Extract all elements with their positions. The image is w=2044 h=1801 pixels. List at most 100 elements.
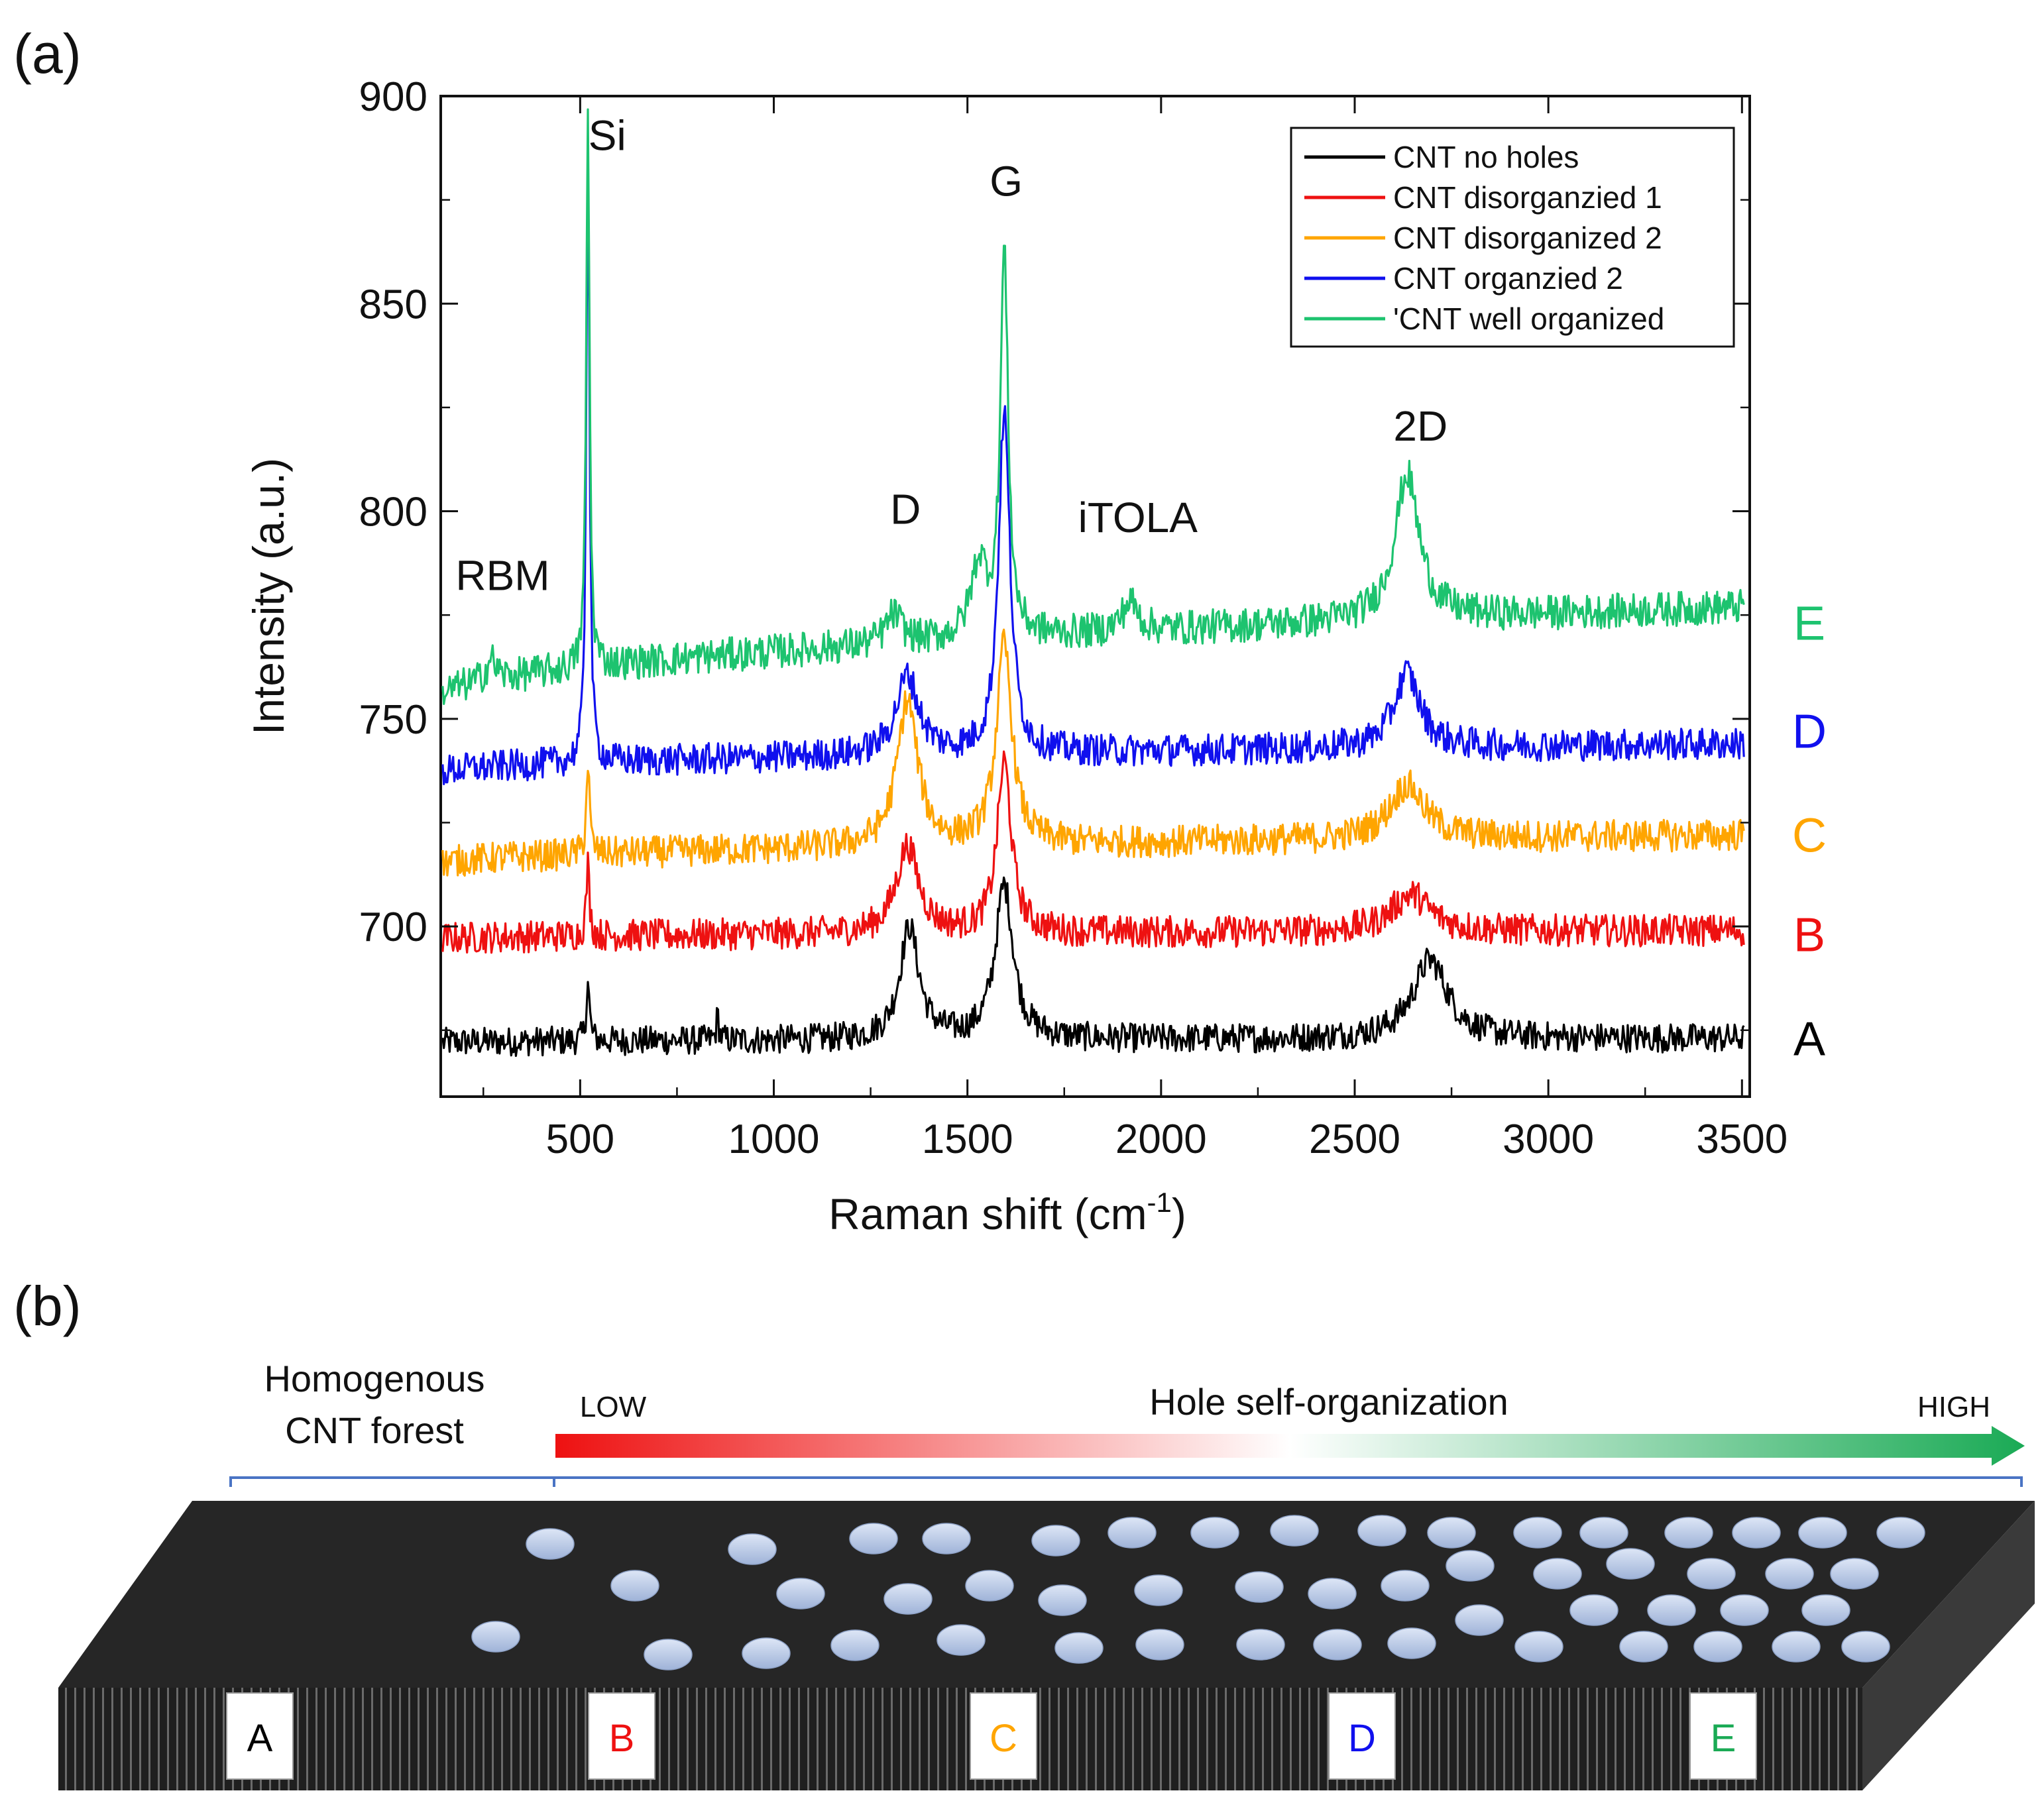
box-letter-d: D: [1348, 1717, 1376, 1760]
peak-label-d: D: [890, 485, 921, 533]
box-letter-a: A: [247, 1717, 273, 1760]
hole: [1732, 1517, 1781, 1549]
hole: [1190, 1517, 1239, 1549]
y-tick-label: 800: [359, 490, 427, 535]
low-label: LOW: [580, 1391, 647, 1423]
hole: [1308, 1578, 1357, 1610]
peak-label-g: G: [990, 157, 1023, 205]
hole: [1455, 1604, 1504, 1636]
legend-label: CNT organzied 2: [1393, 261, 1623, 296]
x-tick-label: 1500: [922, 1117, 1013, 1162]
box-letter-c: C: [990, 1717, 1017, 1760]
panel-a-label: (a): [13, 23, 82, 85]
x-tick-label: 1000: [728, 1117, 820, 1162]
series-letter-c: C: [1792, 809, 1827, 862]
hole: [1619, 1631, 1668, 1663]
hole: [1446, 1550, 1495, 1582]
left-label-line2: CNT forest: [285, 1409, 464, 1451]
cnt-forest-front: [58, 1688, 1862, 1790]
hole: [1841, 1631, 1890, 1663]
hole: [1772, 1631, 1821, 1663]
hole: [1236, 1629, 1285, 1661]
hole: [471, 1621, 520, 1653]
hole: [830, 1629, 880, 1661]
hole: [1038, 1584, 1087, 1616]
region-box-c: C: [970, 1692, 1037, 1780]
hole: [1830, 1558, 1879, 1590]
region-box-e: E: [1689, 1692, 1757, 1780]
hole: [1798, 1517, 1847, 1549]
x-tick-label: 2500: [1309, 1117, 1400, 1162]
ticks-layer: 500 1000 1500 2000 2500 3000 3500 700 750 800 850 9…: [359, 74, 1788, 1162]
hole: [1876, 1517, 1925, 1549]
y-tick-label: 850: [359, 282, 427, 327]
hole: [776, 1578, 825, 1610]
hole: [1107, 1517, 1157, 1549]
hole: [1533, 1558, 1582, 1590]
region-box-a: A: [226, 1692, 294, 1780]
box-letter-e: E: [1711, 1717, 1736, 1760]
hole: [965, 1570, 1014, 1602]
panel-b-label: (b): [13, 1275, 82, 1337]
hole: [728, 1533, 777, 1565]
hole: [1579, 1517, 1628, 1549]
series-letter-b: B: [1793, 909, 1825, 962]
box-letter-b: B: [609, 1717, 635, 1760]
series-letter-a: A: [1793, 1012, 1825, 1065]
x-tick-label: 500: [546, 1117, 614, 1162]
plot-frame: [439, 95, 1751, 1098]
hole: [1387, 1627, 1436, 1659]
hole-organization-diagram: Homogenous CNT forest Hole self-organiza…: [58, 1358, 2035, 1790]
hole: [1313, 1629, 1362, 1661]
gradient-arrow: [555, 1426, 2025, 1466]
hole: [526, 1528, 575, 1560]
legend-label: CNT disorganized 2: [1393, 221, 1662, 255]
hole: [1134, 1574, 1183, 1606]
hole: [849, 1523, 898, 1555]
region-box-d: D: [1328, 1692, 1396, 1780]
holes-layer: [471, 1515, 1925, 1670]
range-brackets: [229, 1476, 2023, 1487]
raman-chart: 500 1000 1500 2000 2500 3000 3500 700 750 800 850 9…: [244, 74, 1827, 1238]
hole: [1135, 1629, 1184, 1661]
hole: [1801, 1594, 1850, 1626]
left-label-line1: Homogenous: [264, 1358, 484, 1399]
hole: [1381, 1570, 1430, 1602]
x-tick-label: 3500: [1696, 1117, 1788, 1162]
hole: [1720, 1594, 1769, 1626]
hole: [883, 1583, 933, 1615]
hole: [1693, 1631, 1742, 1663]
hole: [1427, 1517, 1476, 1549]
hole: [1606, 1548, 1655, 1580]
series-letter-e: E: [1793, 598, 1825, 651]
hole: [1687, 1558, 1736, 1590]
peak-label-itola: iTOLA: [1078, 494, 1198, 541]
y-axis-title: Intensity (a.u.): [244, 458, 293, 735]
y-tick-label: 700: [359, 904, 427, 950]
x-tick-label: 3000: [1503, 1117, 1594, 1162]
gradient-title: Hole self-organization: [1149, 1381, 1508, 1423]
y-tick-label: 750: [359, 697, 427, 743]
legend-label: CNT no holes: [1393, 140, 1579, 174]
hole: [1513, 1517, 1562, 1549]
hole: [1031, 1525, 1080, 1556]
hole: [1569, 1594, 1618, 1626]
region-box-b: B: [588, 1692, 655, 1780]
hole: [1664, 1517, 1713, 1549]
peak-label-rbm: RBM: [455, 552, 549, 600]
series-line-d: [441, 153, 1745, 785]
peak-label-si: Si: [589, 111, 626, 159]
hole: [742, 1637, 791, 1669]
series-line-c: [441, 628, 1745, 877]
series-letter-d: D: [1792, 706, 1827, 759]
x-axis-title: Raman shift (cm-1): [828, 1187, 1186, 1238]
legend: CNT no holes CNT disorganzied 1 CNT disorg…: [1290, 127, 1735, 348]
x-tick-label: 2000: [1115, 1117, 1207, 1162]
hole: [1054, 1632, 1104, 1664]
hole: [1235, 1571, 1284, 1603]
hole: [610, 1570, 659, 1602]
legend-label: 'CNT well organized: [1393, 301, 1664, 336]
